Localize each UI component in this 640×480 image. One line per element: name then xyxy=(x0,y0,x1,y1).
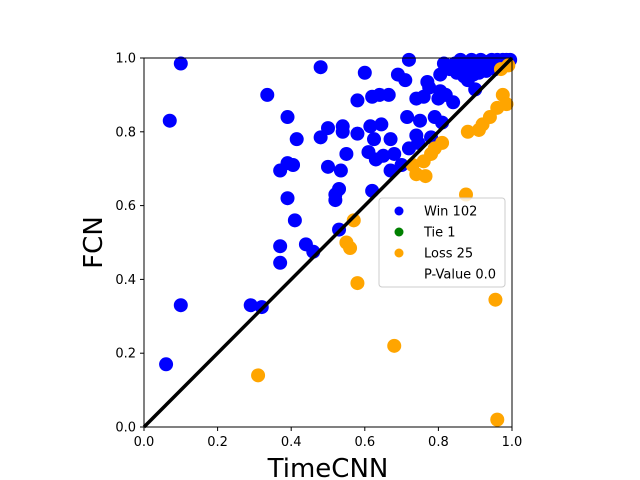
win-point xyxy=(446,95,461,110)
win-point xyxy=(357,65,372,80)
loss-point xyxy=(251,368,266,383)
legend-marker-win xyxy=(394,206,404,216)
x-tick-label: 0.6 xyxy=(354,435,375,450)
win-point xyxy=(479,58,494,73)
win-point xyxy=(173,56,188,71)
win-point xyxy=(350,126,365,141)
legend-marker-tie xyxy=(394,227,404,237)
loss-point xyxy=(490,412,505,427)
loss-point xyxy=(435,135,450,150)
win-point xyxy=(457,69,472,84)
win-point xyxy=(381,87,396,102)
loss-point xyxy=(499,97,514,112)
y-axis-label: FCN xyxy=(79,216,109,269)
win-point xyxy=(335,119,350,134)
loss-point xyxy=(387,338,402,353)
loss-point xyxy=(343,241,358,256)
x-tick-label: 0.4 xyxy=(281,435,302,450)
win-point xyxy=(321,159,335,174)
y-tick-label: 0.2 xyxy=(115,347,136,362)
x-tick-label: 0.0 xyxy=(134,435,155,450)
legend-label-tie: Tie 1 xyxy=(423,226,456,241)
win-point xyxy=(260,87,275,102)
win-point xyxy=(287,213,302,228)
win-point xyxy=(333,163,348,178)
loss-point xyxy=(460,124,475,139)
y-tick-label: 1.0 xyxy=(115,52,136,67)
loss-point xyxy=(350,276,365,291)
win-point xyxy=(363,119,378,134)
loss-point xyxy=(418,169,433,184)
x-tick-label: 0.8 xyxy=(428,435,449,450)
legend: Win 102 Tie 1 Loss 25 P-Value 0.0 xyxy=(378,197,506,288)
plot-frame xyxy=(143,57,513,428)
y-tick-label: 0.4 xyxy=(115,273,136,288)
x-tick-label: 1.0 xyxy=(502,435,523,450)
win-point xyxy=(243,298,258,313)
win-point xyxy=(280,110,295,125)
win-point xyxy=(173,298,188,313)
axis-ticks: 0.0 0.2 0.4 0.6 0.8 1.0 0.0 0.2 0.4 0.6 0.8 1.0 xyxy=(115,52,522,451)
win-point xyxy=(413,113,427,128)
win-point xyxy=(332,181,347,196)
win-point xyxy=(286,158,301,173)
x-tick-label: 0.2 xyxy=(207,435,228,450)
loss-point xyxy=(346,213,361,228)
x-axis-label: TimeCNN xyxy=(267,454,389,480)
win-point xyxy=(376,148,391,163)
win-point xyxy=(394,158,409,173)
y-tick-label: 0.0 xyxy=(115,421,136,436)
legend-box xyxy=(378,197,506,288)
diagonal-line xyxy=(142,56,514,429)
legend-marker-loss xyxy=(394,248,404,258)
win-point xyxy=(350,93,365,108)
win-point xyxy=(162,113,177,128)
win-point xyxy=(321,121,335,136)
win-point xyxy=(398,73,413,88)
win-point xyxy=(387,146,402,161)
legend-label-pvalue: P-Value 0.0 xyxy=(424,268,496,283)
win-point xyxy=(383,132,398,147)
win-point xyxy=(339,146,354,161)
win-point xyxy=(280,191,295,206)
win-point xyxy=(159,357,174,372)
win-point xyxy=(289,132,304,147)
win-point xyxy=(313,60,328,75)
win-point xyxy=(273,255,288,270)
win-point xyxy=(367,132,381,147)
win-point xyxy=(401,52,416,67)
y-tick-label: 0.8 xyxy=(115,125,136,140)
legend-label-win: Win 102 xyxy=(424,205,477,220)
loss-point xyxy=(488,292,503,307)
win-point xyxy=(374,117,389,132)
win-point xyxy=(400,110,415,125)
win-point xyxy=(422,80,437,95)
win-point xyxy=(273,239,288,254)
legend-label-loss: Loss 25 xyxy=(424,247,473,262)
y-tick-label: 0.6 xyxy=(115,199,136,214)
scatter-points xyxy=(159,52,518,427)
